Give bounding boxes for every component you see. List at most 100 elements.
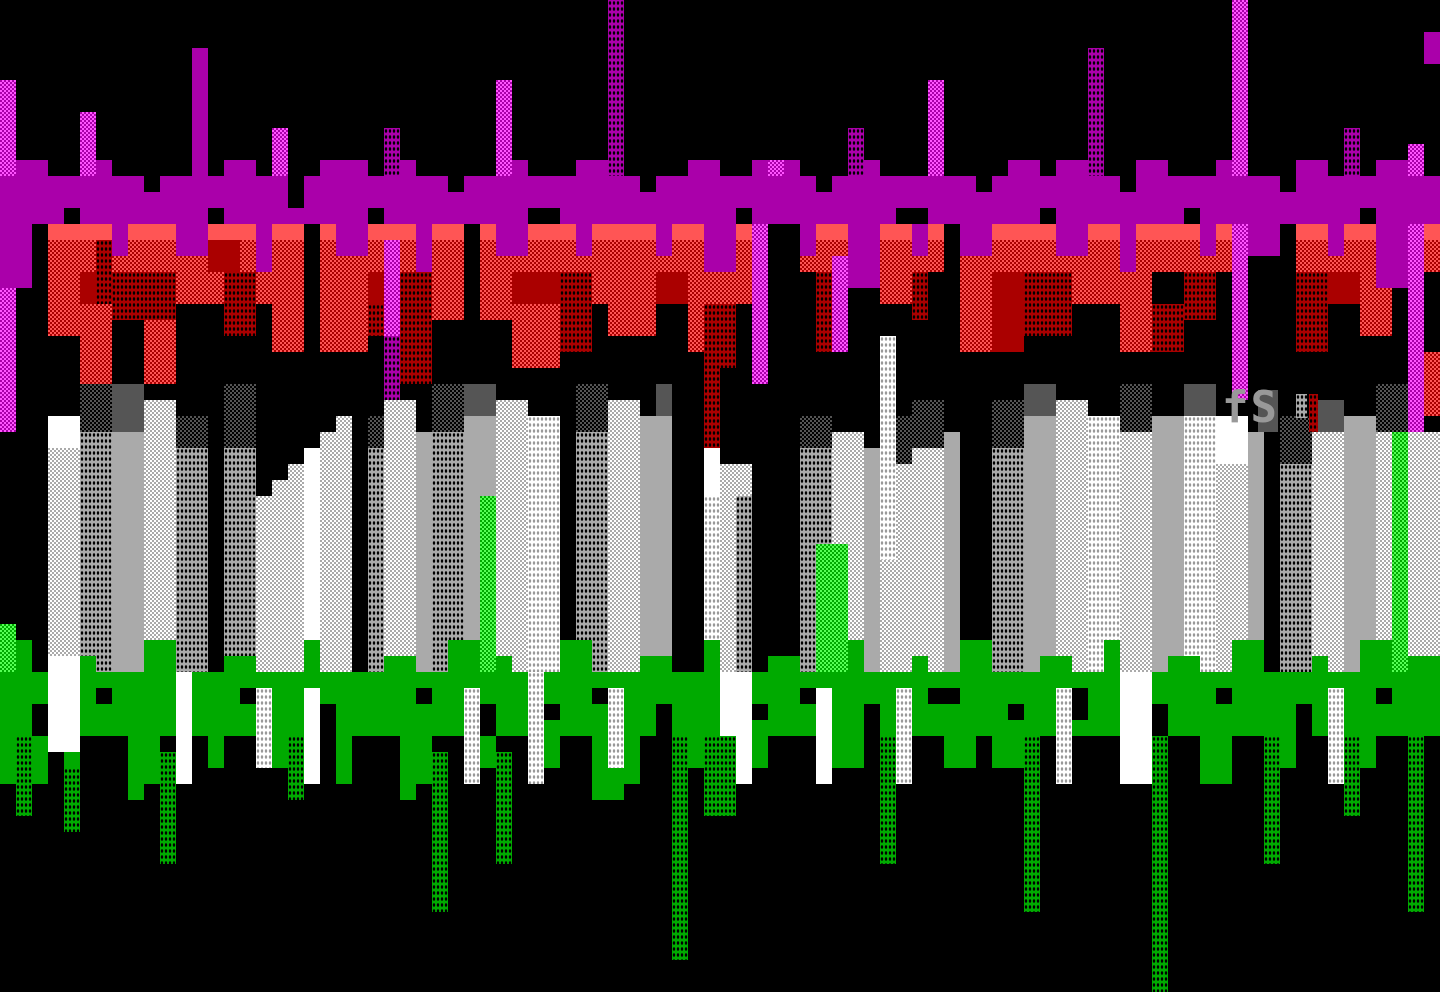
art-block <box>256 496 272 688</box>
art-block <box>528 416 560 672</box>
art-block <box>1120 176 1136 192</box>
art-block <box>960 272 992 352</box>
art-block <box>224 448 256 688</box>
art-block <box>880 272 912 304</box>
art-block <box>320 432 336 688</box>
art-block <box>496 80 512 176</box>
art-block <box>128 768 144 800</box>
art-block <box>768 656 800 672</box>
art-block <box>368 448 384 672</box>
art-block <box>1280 736 1296 768</box>
art-block <box>256 224 272 272</box>
art-block <box>1152 736 1168 992</box>
art-block <box>384 128 400 176</box>
art-block <box>1408 176 1424 432</box>
art-block <box>1024 384 1056 416</box>
art-block <box>1280 416 1312 464</box>
art-block <box>1296 393 1308 418</box>
art-block <box>656 704 672 736</box>
art-block <box>1056 688 1072 784</box>
art-block <box>176 224 304 240</box>
art-block <box>1312 432 1344 688</box>
art-block <box>1424 32 1440 64</box>
art-block <box>704 448 720 496</box>
art-block <box>576 160 608 176</box>
art-block <box>48 272 80 336</box>
art-block <box>432 752 448 912</box>
art-block <box>704 736 736 816</box>
art-block <box>112 224 128 256</box>
art-block <box>96 688 112 704</box>
art-block <box>992 304 1024 352</box>
art-block <box>1216 688 1232 704</box>
art-block <box>656 384 672 416</box>
art-block <box>304 640 320 672</box>
art-block <box>176 448 208 672</box>
art-block <box>176 672 192 784</box>
art-block <box>384 240 400 336</box>
art-block <box>1008 704 1024 720</box>
art-block <box>992 736 1024 768</box>
art-block <box>1136 160 1168 176</box>
art-block <box>384 656 416 672</box>
art-block <box>112 432 144 688</box>
art-block <box>800 224 816 256</box>
art-block <box>496 400 528 688</box>
art-block <box>480 496 496 672</box>
art-block <box>256 688 272 768</box>
art-block <box>1104 640 1120 672</box>
art-block <box>1168 656 1200 672</box>
art-block <box>1376 384 1408 432</box>
art-block <box>1024 416 1056 688</box>
art-block <box>1072 272 1120 304</box>
art-block <box>80 384 112 432</box>
art-block <box>672 736 688 960</box>
art-block <box>992 400 1024 448</box>
art-block <box>1264 736 1280 864</box>
art-block <box>1408 656 1440 672</box>
art-block <box>768 160 784 176</box>
art-block <box>1360 640 1392 672</box>
art-block <box>832 256 848 352</box>
art-block <box>1088 416 1120 672</box>
art-block <box>256 272 304 304</box>
art-block <box>944 736 976 768</box>
art-block <box>1056 224 1088 256</box>
art-block <box>704 496 720 672</box>
art-block <box>1280 176 1296 192</box>
art-block <box>1056 400 1088 688</box>
art-block <box>272 304 304 352</box>
art-block <box>864 448 880 688</box>
art-block <box>0 288 16 432</box>
art-block <box>560 640 592 672</box>
art-block <box>416 224 432 272</box>
art-block <box>432 384 464 432</box>
art-block <box>848 224 880 288</box>
art-block <box>208 240 240 272</box>
art-block <box>1344 128 1360 176</box>
art-block <box>912 656 928 672</box>
art-block <box>912 272 928 320</box>
art-block <box>992 272 1024 304</box>
art-block <box>1328 272 1360 304</box>
art-block <box>640 656 672 672</box>
art-block <box>864 704 880 736</box>
art-block <box>592 688 608 704</box>
art-block <box>896 688 912 784</box>
art-block <box>1072 688 1088 720</box>
art-block <box>912 400 944 448</box>
art-block <box>544 704 560 720</box>
art-block <box>1312 656 1328 672</box>
art-block <box>48 416 80 448</box>
art-block <box>1152 416 1184 688</box>
art-block <box>144 640 176 672</box>
art-block <box>288 176 304 208</box>
art-block <box>0 80 16 176</box>
art-block <box>608 400 640 688</box>
art-block <box>208 736 224 768</box>
art-block <box>496 224 528 256</box>
art-block <box>912 224 928 256</box>
art-block <box>640 416 672 672</box>
art-block <box>224 272 256 336</box>
art-block <box>48 656 80 752</box>
